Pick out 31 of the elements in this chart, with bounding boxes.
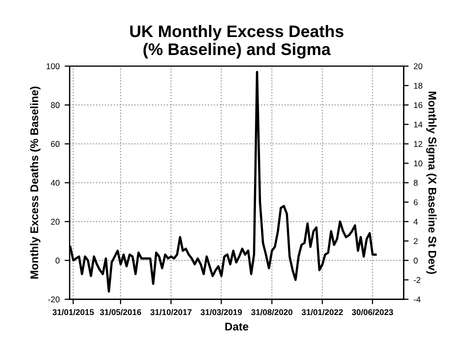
y2-tick-label: 12 [414,141,422,147]
y-tick-label: 40 [50,180,60,186]
x-tick-label: 31/01/2022 [302,309,343,316]
x-tick-label: 31/05/2016 [100,309,142,316]
y2-tick-label: 6 [414,199,418,206]
x-tick-label: 30/06/2023 [352,309,394,316]
y-tick-label: 60 [51,141,60,147]
y2-tick-label: -4 [414,296,421,302]
y2-tick-label: 2 [414,238,418,244]
y2-tick-label: 4 [414,218,418,225]
y-tick-label: 20 [51,218,60,225]
x-tick-label: 31/08/2020 [251,309,292,316]
y2-tick-label: 10 [414,160,422,166]
y2-tick-label: 16 [414,102,422,108]
y2-tick-label: -2 [414,277,420,283]
x-tick-label: 31/01/2015 [52,309,94,316]
x-tick-label: 31/10/2017 [150,309,192,316]
y2-tick-label: 20 [414,63,422,70]
x-tick-label: 31/03/2019 [200,309,242,316]
y-tick-label: 80 [50,102,60,108]
chart-title: UK Monthly Excess Deaths (% Baseline) and Sigma [130,24,344,59]
y-tick-label: 100 [46,63,60,70]
y-axis-title: Monthly Excess Deaths (% Baseline) [30,86,40,279]
y2-tick-label: 8 [414,180,418,186]
y2-tick-label: 14 [414,122,422,128]
y-tick-label: 0 [56,258,60,264]
x-axis-title: Date [225,322,248,330]
y2-tick-label: 18 [414,82,422,89]
y-tick-label: -20 [48,296,60,302]
y2-axis-title: Monthly Sigma (X Baseline St Dev) [426,92,437,274]
y2-tick-label: 0 [414,258,418,264]
